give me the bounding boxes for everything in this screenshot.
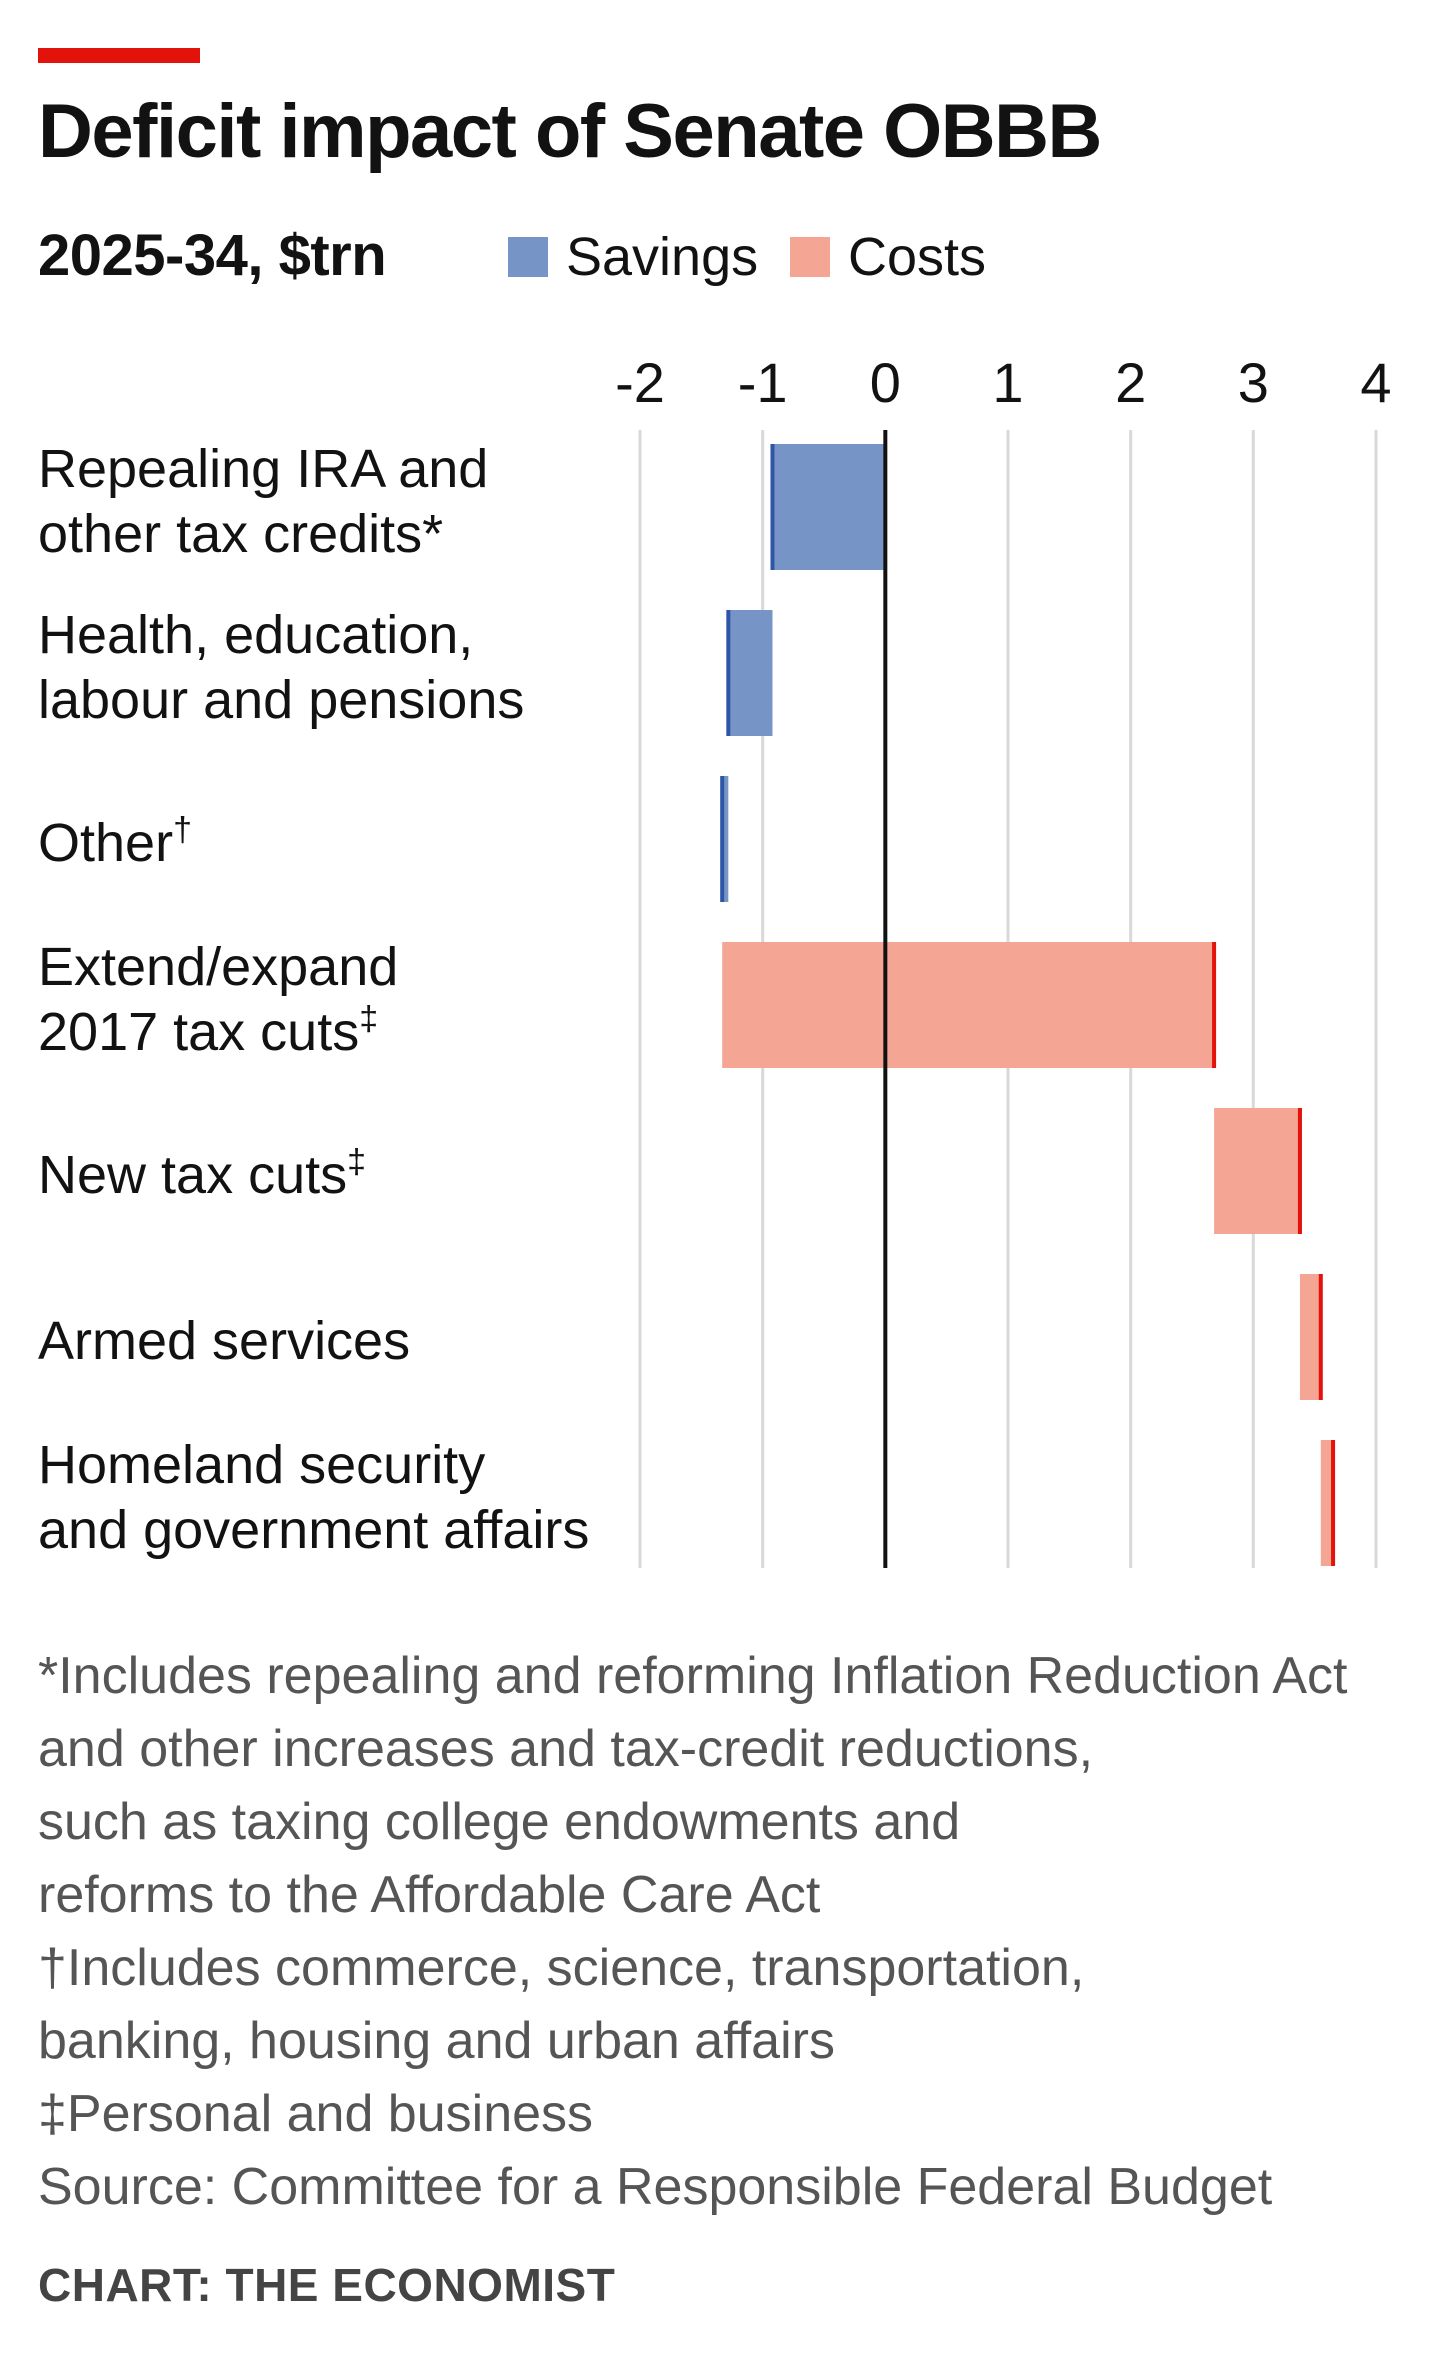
x-axis-ticks: -2 -1 0 1 2 3 4 [615, 351, 1391, 414]
footnote-marker: ‡ [347, 1143, 366, 1181]
x-tick-label: 1 [992, 351, 1023, 414]
bar-savings [728, 610, 773, 736]
category-label-line: Armed services [38, 1311, 410, 1371]
x-tick-label: -2 [615, 351, 665, 414]
footnote-line: reforms to the Affordable Care Act [38, 1866, 821, 1924]
category-label: labour and pensions [38, 670, 524, 730]
category-label-line: Homeland security [38, 1435, 485, 1495]
bar-costs [1299, 1274, 1321, 1400]
chart-subtitle: 2025-34, $trn [38, 223, 387, 288]
bar-costs [722, 942, 1215, 1068]
legend-item-costs: Costs [790, 226, 986, 288]
category-label-line: Repealing IRA and [38, 439, 488, 499]
footnote-line: banking, housing and urban affairs [38, 2012, 835, 2070]
chart-credit: CHART: THE ECONOMIST [38, 2259, 616, 2311]
bar-costs [1320, 1440, 1334, 1566]
bars [720, 444, 1336, 1566]
category-label: Repealing IRA and [38, 439, 488, 499]
legend-swatch-costs [790, 237, 830, 277]
category-label-line: Health, education, [38, 605, 473, 665]
category-label: Other† [38, 811, 192, 873]
category-label: and government affairs [38, 1500, 589, 1560]
category-label: 2017 tax cuts‡ [38, 1000, 378, 1062]
footnote-line: ‡Personal and business [38, 2085, 594, 2143]
footnote-line: *Includes repealing and reforming Inflat… [38, 1647, 1348, 1705]
footnote-line: Source: Committee for a Responsible Fede… [38, 2158, 1273, 2216]
legend-label-costs: Costs [848, 227, 987, 287]
x-tick-label: 2 [1115, 351, 1146, 414]
category-label-line: New tax cuts [38, 1145, 347, 1205]
legend-label-savings: Savings [566, 227, 759, 287]
x-tick-label: -1 [738, 351, 788, 414]
accent-rule [38, 48, 200, 63]
category-label: Extend/expand [38, 937, 398, 997]
x-tick-label: 3 [1238, 351, 1269, 414]
category-label: Armed services [38, 1311, 410, 1371]
footnotes: *Includes repealing and reforming Inflat… [38, 1640, 1347, 2224]
category-label: New tax cuts‡ [38, 1143, 366, 1205]
footnote-line: such as taxing college endowments and [38, 1793, 961, 1851]
chart-title: Deficit impact of Senate OBBB [38, 89, 1102, 174]
category-label: other tax credits* [38, 504, 443, 564]
footnote-line: †Includes commerce, science, transportat… [38, 1939, 1085, 1997]
category-label-line: labour and pensions [38, 670, 524, 730]
category-label-line: Other [38, 813, 173, 873]
bar-savings [772, 444, 886, 570]
footnote-line: and other increases and tax-credit reduc… [38, 1720, 1094, 1778]
x-tick-label: 4 [1360, 351, 1391, 414]
legend-swatch-savings [508, 237, 548, 277]
footnote-marker: † [173, 811, 192, 849]
category-label: Homeland security [38, 1435, 485, 1495]
category-label-line: 2017 tax cuts [38, 1002, 359, 1062]
category-label-line: Extend/expand [38, 937, 398, 997]
category-label-line: other tax credits* [38, 504, 443, 564]
x-tick-label: 0 [870, 351, 901, 414]
category-label-line: and government affairs [38, 1500, 589, 1560]
footnote-marker: ‡ [359, 1000, 378, 1038]
legend-item-savings: Savings [508, 226, 758, 288]
bar-costs [1214, 1108, 1300, 1234]
bar-savings [722, 776, 729, 902]
category-label: Health, education, [38, 605, 473, 665]
